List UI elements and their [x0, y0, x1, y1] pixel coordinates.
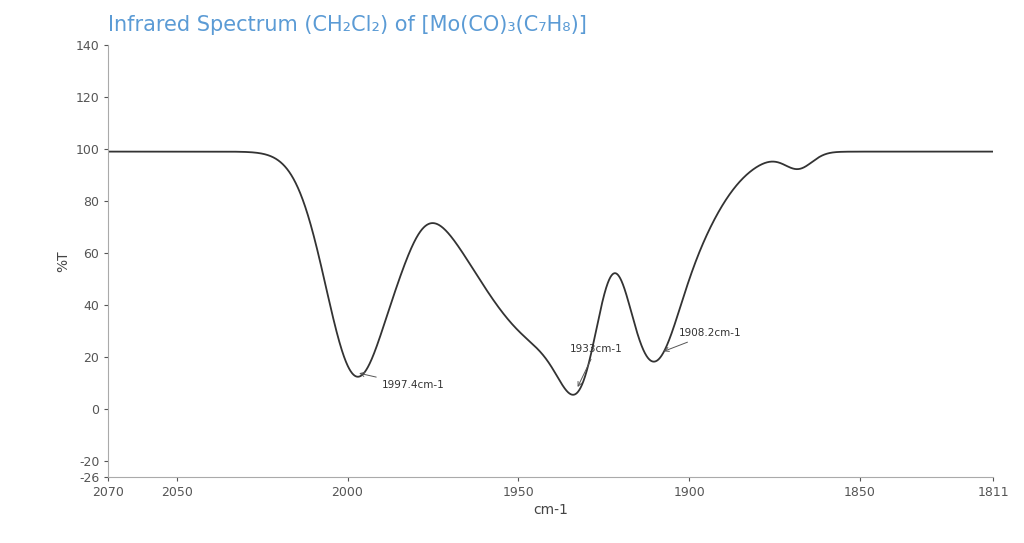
Y-axis label: %T: %T: [56, 250, 70, 272]
Text: Infrared Spectrum (CH₂Cl₂) of [Mo(CO)₃(C₇H₈)]: Infrared Spectrum (CH₂Cl₂) of [Mo(CO)₃(C…: [109, 15, 588, 35]
Text: 1908.2cm-1: 1908.2cm-1: [665, 329, 741, 351]
Text: 1997.4cm-1: 1997.4cm-1: [360, 372, 444, 390]
Text: 1933cm-1: 1933cm-1: [569, 344, 623, 386]
X-axis label: cm-1: cm-1: [534, 503, 568, 517]
